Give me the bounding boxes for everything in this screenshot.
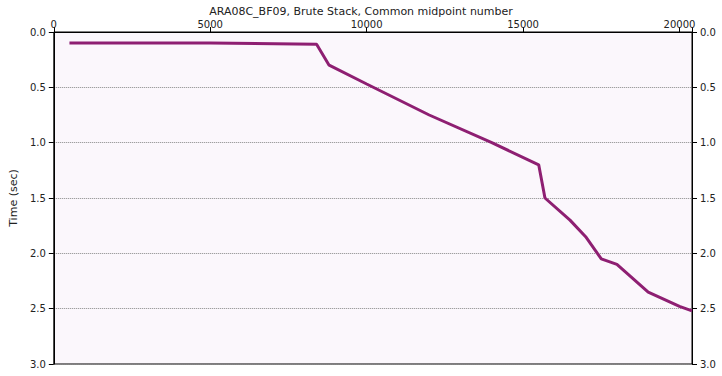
svg-text:2.0: 2.0 bbox=[30, 248, 46, 259]
svg-text:5000: 5000 bbox=[197, 19, 222, 30]
svg-text:3.0: 3.0 bbox=[30, 359, 46, 370]
svg-text:0.5: 0.5 bbox=[30, 82, 46, 93]
svg-text:1.0: 1.0 bbox=[700, 137, 716, 148]
svg-text:20000: 20000 bbox=[664, 19, 696, 30]
svg-text:2.5: 2.5 bbox=[30, 303, 46, 314]
svg-text:0.0: 0.0 bbox=[30, 27, 46, 38]
svg-text:0: 0 bbox=[51, 19, 57, 30]
svg-text:1.0: 1.0 bbox=[30, 137, 46, 148]
svg-text:Time (sec): Time (sec) bbox=[7, 169, 20, 228]
svg-text:0.0: 0.0 bbox=[700, 27, 716, 38]
svg-text:2.5: 2.5 bbox=[700, 303, 716, 314]
svg-text:ARA08C_BF09, Brute Stack, Comm: ARA08C_BF09, Brute Stack, Common midpoin… bbox=[209, 5, 513, 18]
svg-text:0.5: 0.5 bbox=[700, 82, 716, 93]
svg-text:2.0: 2.0 bbox=[700, 248, 716, 259]
svg-text:15000: 15000 bbox=[507, 19, 539, 30]
svg-text:1.5: 1.5 bbox=[700, 193, 716, 204]
svg-text:10000: 10000 bbox=[351, 19, 383, 30]
svg-text:3.0: 3.0 bbox=[700, 359, 716, 370]
svg-text:1.5: 1.5 bbox=[30, 193, 46, 204]
